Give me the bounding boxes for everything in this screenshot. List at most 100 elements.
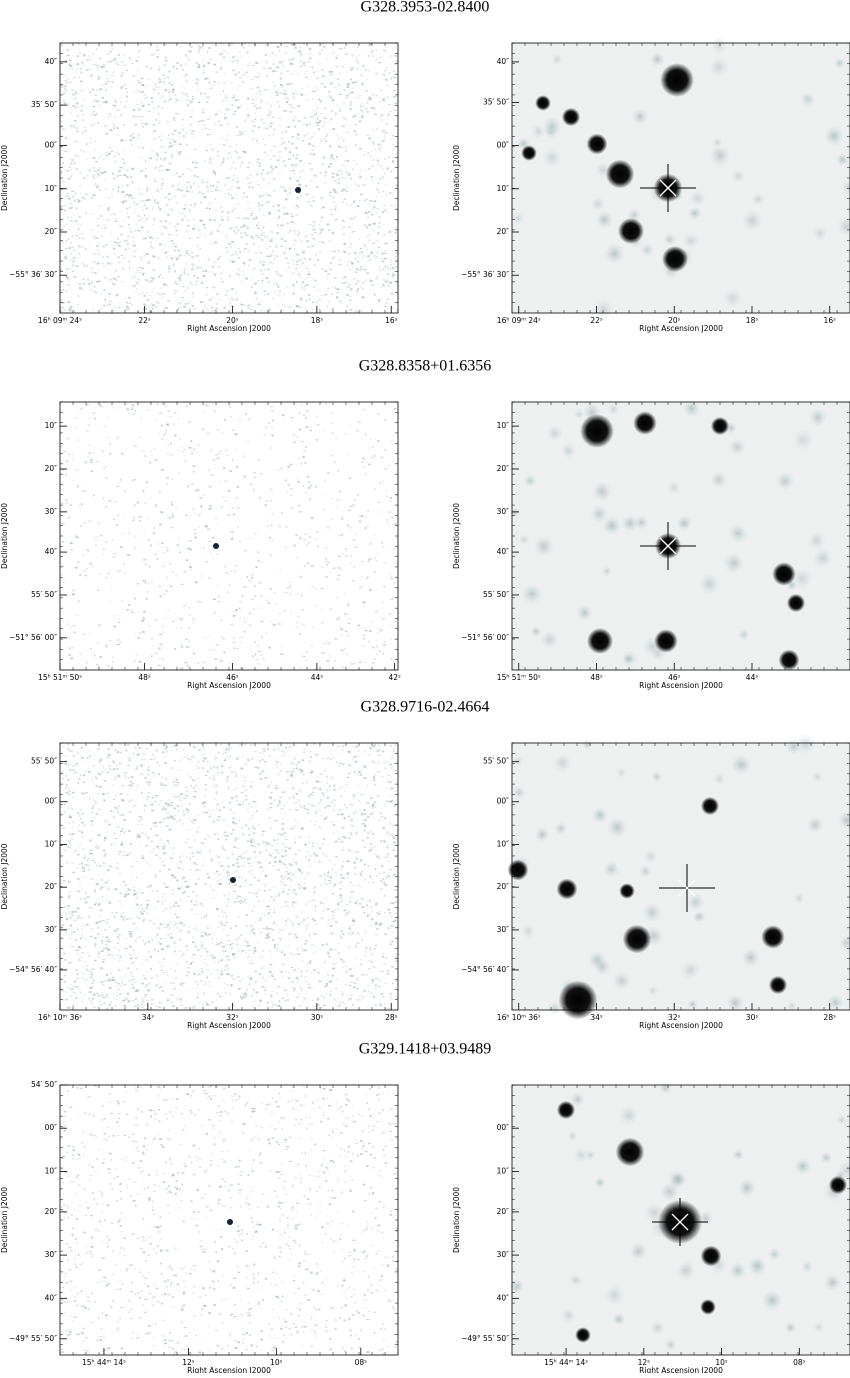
noise: [244, 586, 246, 588]
noise: [70, 504, 71, 506]
noise: [230, 624, 233, 625]
noise: [236, 144, 237, 145]
noise: [65, 90, 67, 92]
noise: [257, 159, 260, 160]
noise: [68, 654, 71, 656]
noise: [285, 46, 288, 47]
noise: [149, 281, 151, 282]
noise: [273, 146, 276, 147]
noise: [199, 601, 201, 602]
noise: [266, 633, 268, 635]
noise: [153, 247, 154, 249]
noise: [71, 159, 72, 160]
noise: [110, 86, 111, 88]
noise: [341, 229, 344, 230]
noise: [287, 779, 289, 781]
noise: [159, 288, 162, 289]
noise: [184, 274, 186, 275]
noise: [235, 251, 236, 252]
noise: [327, 265, 328, 266]
noise: [178, 212, 180, 213]
noise: [382, 751, 384, 753]
image-bg: [60, 743, 398, 1010]
noise: [116, 436, 117, 438]
noise: [96, 175, 98, 176]
noise: [286, 592, 287, 593]
noise: [142, 909, 144, 910]
noise: [75, 141, 78, 142]
noise: [287, 484, 290, 486]
noise: [258, 304, 261, 305]
noise: [160, 165, 163, 166]
noise: [309, 53, 311, 54]
noise: [65, 932, 67, 933]
faint-source: [742, 210, 763, 231]
noise: [217, 453, 220, 454]
noise: [394, 256, 397, 258]
noise: [168, 300, 170, 302]
noise: [173, 290, 175, 291]
noise: [191, 252, 193, 253]
noise: [219, 54, 222, 56]
noise: [336, 57, 337, 59]
noise: [220, 945, 223, 946]
noise: [281, 246, 283, 247]
noise: [146, 591, 148, 593]
noise: [186, 632, 187, 633]
noise: [277, 273, 279, 275]
noise: [158, 122, 160, 123]
noise: [127, 184, 129, 186]
noise: [171, 502, 173, 504]
noise: [325, 576, 328, 577]
noise: [339, 936, 341, 937]
noise: [117, 186, 120, 187]
noise: [107, 117, 108, 118]
noise: [184, 215, 186, 216]
noise: [336, 297, 339, 299]
noise: [262, 232, 264, 234]
noise: [126, 95, 128, 97]
faint-source: [699, 573, 720, 594]
noise: [305, 236, 306, 238]
noise: [119, 854, 121, 855]
noise: [297, 478, 299, 479]
panel-title: G328.8358+01.6356: [359, 358, 492, 375]
noise: [374, 257, 377, 258]
noise: [98, 280, 100, 282]
noise: [110, 214, 111, 216]
noise: [271, 238, 273, 240]
noise: [383, 98, 385, 99]
noise: [75, 92, 77, 94]
noise: [77, 116, 78, 117]
faint-source: [677, 516, 693, 532]
noise: [263, 179, 265, 180]
noise: [247, 235, 249, 237]
noise: [331, 110, 333, 112]
noise: [300, 668, 302, 669]
noise: [164, 981, 165, 983]
noise: [229, 169, 232, 170]
noise: [94, 149, 95, 150]
noise: [393, 145, 394, 146]
noise: [94, 170, 97, 171]
noise: [289, 59, 291, 60]
noise: [77, 562, 80, 563]
noise: [169, 255, 171, 256]
noise: [294, 758, 296, 760]
noise: [164, 101, 167, 102]
noise: [325, 141, 327, 143]
noise: [206, 915, 207, 917]
noise: [258, 1005, 260, 1007]
noise: [94, 272, 97, 274]
noise: [75, 911, 77, 913]
noise: [294, 933, 297, 934]
noise: [305, 446, 306, 447]
noise: [293, 173, 295, 174]
noise: [308, 271, 310, 272]
noise: [315, 253, 317, 255]
noise: [163, 593, 165, 595]
noise: [342, 993, 343, 995]
noise: [336, 174, 339, 176]
noise: [200, 842, 201, 843]
noise: [106, 772, 109, 773]
